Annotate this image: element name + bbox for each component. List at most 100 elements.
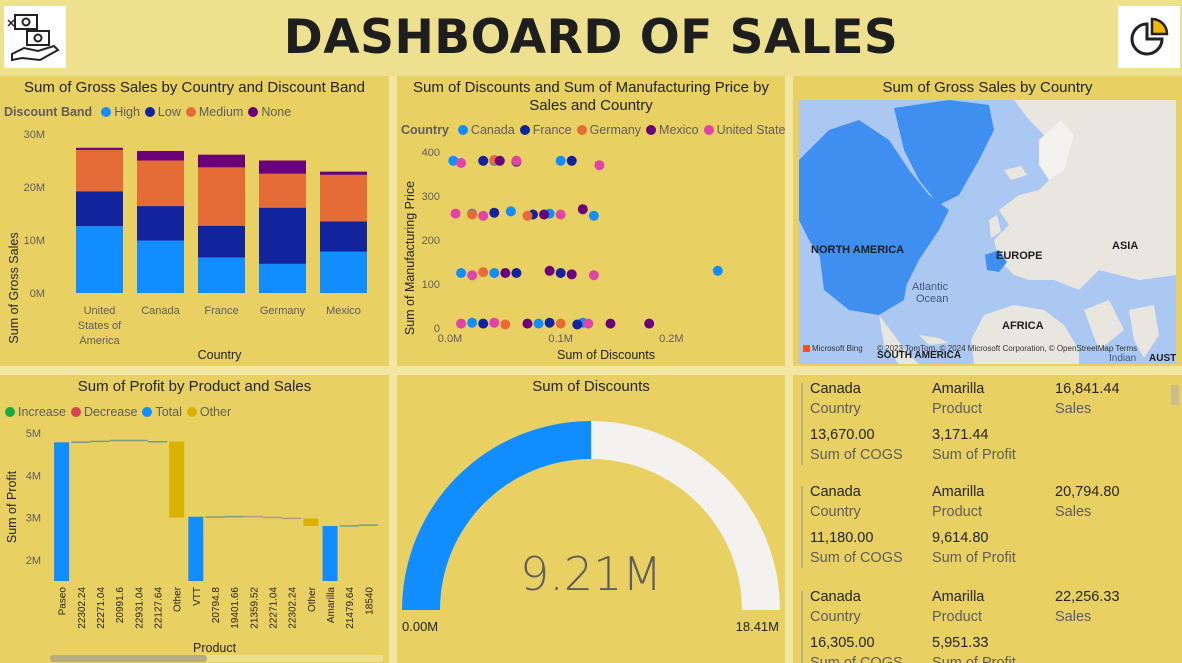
bar-segment-none[interactable] — [320, 171, 367, 175]
scatter-point[interactable] — [594, 160, 605, 171]
bar-segment-none[interactable] — [198, 154, 245, 168]
scatter-point[interactable] — [489, 317, 500, 328]
waterfall-bar-other[interactable] — [303, 518, 319, 527]
scatter-point[interactable] — [489, 207, 500, 218]
bar-segment-high[interactable] — [320, 251, 367, 293]
scatter-point[interactable] — [500, 268, 511, 278]
scatter-point[interactable] — [494, 155, 505, 166]
scatter-point[interactable] — [511, 155, 522, 166]
scatter-point[interactable] — [467, 209, 478, 220]
scatter-point[interactable] — [450, 208, 461, 219]
scatter-point[interactable] — [500, 319, 511, 330]
scrollbar-thumb[interactable] — [50, 655, 207, 662]
bar-segment-low[interactable] — [76, 191, 123, 227]
scatter-point[interactable] — [522, 210, 533, 221]
bar-segment-medium[interactable] — [76, 149, 123, 192]
bar-segment-medium[interactable] — [320, 174, 367, 222]
scatter-legend-label[interactable]: Canada — [470, 123, 515, 137]
waterfall-bar-total[interactable] — [54, 442, 70, 581]
scatter-point[interactable] — [505, 206, 516, 217]
waterfall-bar-increase[interactable] — [71, 441, 91, 443]
scatter-point[interactable] — [566, 155, 577, 166]
scatter-point[interactable] — [555, 209, 566, 220]
scatter-point[interactable] — [478, 155, 489, 166]
scatter-point[interactable] — [448, 155, 459, 166]
waterfall-bar-increase[interactable] — [358, 524, 378, 526]
scatter-point[interactable] — [456, 318, 467, 329]
scatter-point[interactable] — [511, 268, 522, 278]
scatter-point[interactable] — [605, 318, 616, 329]
world-map[interactable]: NORTH AMERICA EUROPE ASIA Atlantic Ocean… — [799, 100, 1176, 364]
bar-segment-medium[interactable] — [137, 160, 184, 207]
scatter-point[interactable] — [712, 265, 723, 276]
waterfall-bar-increase[interactable] — [109, 439, 129, 442]
scatter-point[interactable] — [644, 318, 655, 329]
bar-segment-low[interactable] — [137, 206, 184, 241]
waterfall-bar-increase[interactable] — [205, 516, 225, 518]
waterfall-bar-increase[interactable] — [90, 440, 110, 443]
discount-gauge-panel[interactable]: Sum of Discounts 9.21M 0.00M 18.41M — [397, 375, 785, 663]
scatter-point[interactable] — [544, 265, 555, 276]
waterfall-bar-decrease[interactable] — [262, 516, 283, 519]
scatter-point[interactable] — [577, 204, 588, 215]
scatter-legend-label[interactable]: United State... — [716, 123, 785, 137]
scatter-point[interactable] — [456, 268, 467, 278]
scatter-legend-label[interactable]: France — [532, 123, 572, 137]
waterfall-bar-increase[interactable] — [128, 439, 148, 442]
scatter-point[interactable] — [572, 319, 583, 330]
scatter-legend-label[interactable]: Mexico — [659, 123, 699, 137]
discount-scatter-panel[interactable]: Sum of Discounts and Sum of Manufacturin… — [397, 76, 785, 366]
waterfall-bar-total[interactable] — [188, 516, 204, 581]
scatter-point[interactable] — [467, 270, 478, 281]
bar-segment-high[interactable] — [259, 263, 306, 293]
gross-sales-bar-panel[interactable]: Sum of Gross Sales by Country and Discou… — [0, 76, 389, 366]
waterfall-legend-label[interactable]: Other — [199, 405, 232, 419]
bar-legend-label[interactable]: Low — [157, 105, 181, 119]
bar-legend-label[interactable]: None — [261, 105, 292, 119]
scatter-point[interactable] — [555, 268, 566, 278]
waterfall-bar-other[interactable] — [169, 441, 185, 518]
bar-segment-medium[interactable] — [259, 173, 306, 208]
scatter-point[interactable] — [467, 317, 478, 328]
scatter-point[interactable] — [478, 318, 489, 329]
horizontal-scrollbar[interactable] — [50, 655, 383, 662]
bar-legend-label[interactable]: Medium — [198, 105, 244, 119]
waterfall-bar-decrease[interactable] — [243, 515, 263, 518]
scatter-point[interactable] — [539, 209, 550, 220]
scatter-point[interactable] — [583, 318, 594, 329]
bar-segment-high[interactable] — [137, 240, 184, 293]
scatter-point[interactable] — [555, 155, 566, 166]
bar-segment-high[interactable] — [76, 226, 123, 293]
scatter-point[interactable] — [522, 318, 533, 329]
scatter-point[interactable] — [588, 270, 599, 281]
waterfall-bar-decrease[interactable] — [282, 517, 302, 520]
scatter-point[interactable] — [544, 317, 555, 328]
profit-waterfall-panel[interactable]: Sum of Profit by Product and Sales Incre… — [0, 375, 389, 663]
bar-segment-low[interactable] — [198, 225, 245, 258]
waterfall-bar-total[interactable] — [322, 526, 338, 581]
bar-segment-low[interactable] — [259, 207, 306, 264]
scatter-point[interactable] — [478, 267, 489, 278]
scatter-point[interactable] — [588, 210, 599, 221]
vertical-scrollbar-thumb[interactable] — [1171, 385, 1179, 405]
waterfall-legend-label[interactable]: Decrease — [83, 405, 138, 419]
scatter-point[interactable] — [489, 268, 500, 278]
waterfall-legend-label[interactable]: Total — [155, 405, 182, 419]
waterfall-bar-increase[interactable] — [147, 441, 168, 443]
scatter-point[interactable] — [533, 318, 544, 329]
bar-segment-none[interactable] — [137, 150, 184, 161]
bar-legend-label[interactable]: High — [114, 105, 140, 119]
bar-segment-none[interactable] — [76, 147, 123, 150]
multi-row-card-panel[interactable]: Canada Country Amarilla Product 16,841.44 Sal… — [793, 375, 1182, 663]
waterfall-legend-label[interactable]: Increase — [18, 405, 66, 419]
bar-segment-high[interactable] — [198, 257, 245, 293]
scatter-point[interactable] — [478, 210, 489, 221]
scatter-point[interactable] — [555, 318, 566, 329]
waterfall-bar-increase[interactable] — [224, 515, 244, 518]
waterfall-bar-increase[interactable] — [339, 525, 359, 527]
bar-segment-none[interactable] — [259, 160, 306, 174]
bar-segment-medium[interactable] — [198, 167, 245, 226]
scatter-point[interactable] — [566, 269, 577, 280]
scatter-point[interactable] — [456, 158, 467, 168]
bar-segment-low[interactable] — [320, 221, 367, 252]
